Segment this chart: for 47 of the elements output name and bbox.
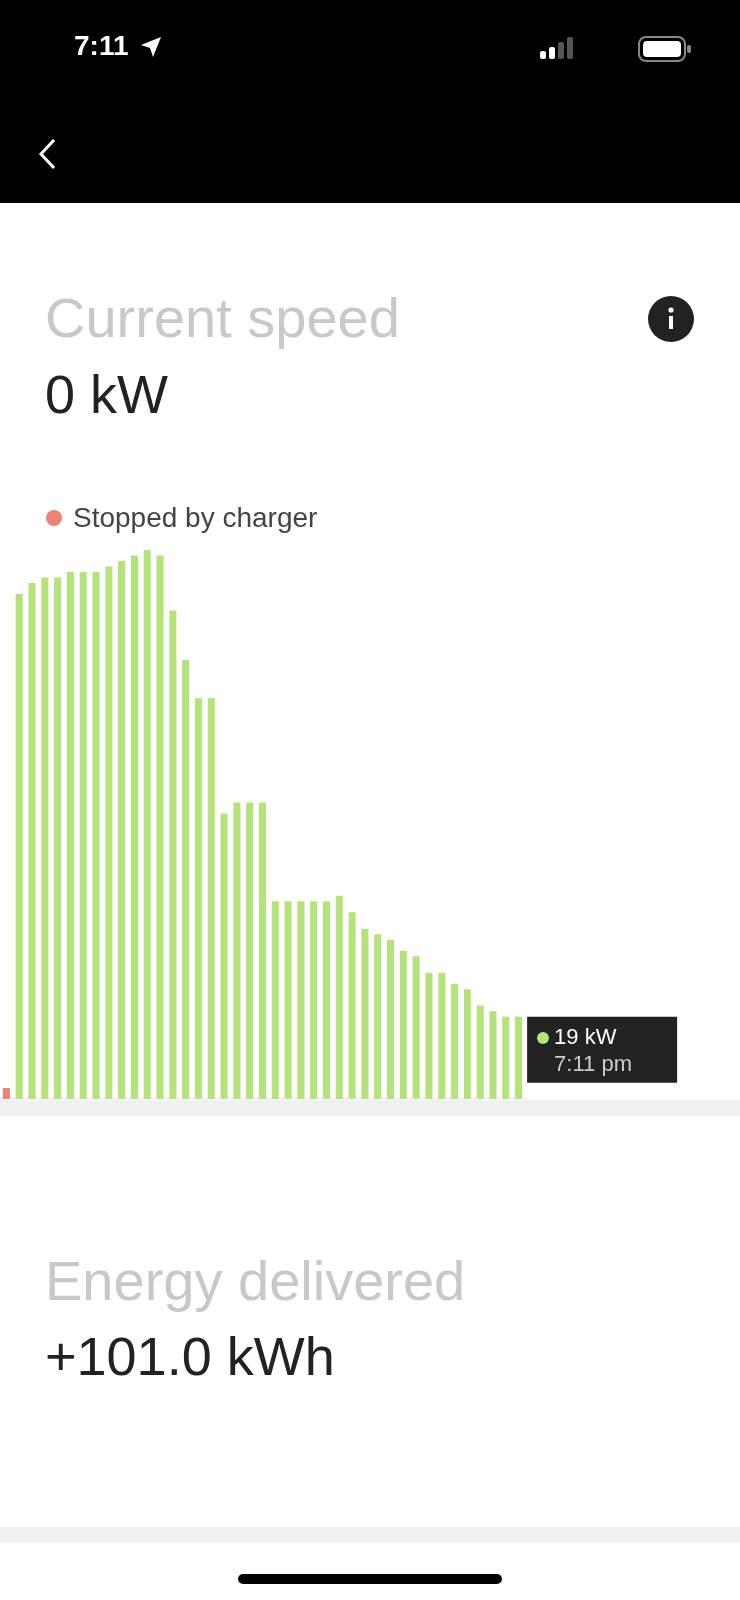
bar: [463, 989, 471, 1099]
bar: [335, 895, 343, 1099]
bar: [156, 555, 164, 1099]
bar: [118, 560, 126, 1099]
bar: [271, 901, 279, 1099]
bar: [502, 1016, 510, 1099]
text: Stopped by charger: [73, 502, 318, 534]
bar: [348, 912, 356, 1099]
text: 7:11 pm: [554, 1050, 632, 1076]
bar: [258, 802, 267, 1099]
bar: [438, 972, 446, 1099]
bar: [387, 939, 395, 1099]
text: +101.0 kWh: [45, 1325, 335, 1387]
bar: [361, 928, 369, 1099]
bar: [489, 1011, 497, 1099]
bar: [54, 577, 62, 1099]
bar: [451, 983, 459, 1099]
bar: [297, 901, 305, 1099]
bar: [79, 571, 87, 1099]
bar: [374, 934, 382, 1099]
bar: [92, 571, 100, 1099]
bar: [323, 901, 331, 1099]
bar: [28, 582, 36, 1099]
text: 19 kW: [554, 1023, 617, 1049]
bar: [143, 550, 151, 1099]
bar: [2, 1088, 10, 1099]
bar: [105, 566, 113, 1099]
bar: [130, 555, 138, 1099]
bar: [169, 610, 177, 1099]
bar: [41, 577, 49, 1099]
text: 7:11: [74, 30, 129, 62]
bar: [399, 950, 407, 1099]
bar: [233, 802, 241, 1099]
bar: [412, 956, 420, 1099]
bar: [66, 571, 74, 1099]
bar: [476, 1005, 484, 1099]
bar: [220, 813, 228, 1099]
bar: [284, 901, 292, 1099]
bar: [425, 972, 433, 1099]
chart-subtitle: 0 kW: [45, 363, 169, 425]
bar: [515, 1016, 523, 1099]
bar: [207, 698, 215, 1099]
bar: [182, 659, 190, 1099]
bar: [194, 698, 202, 1099]
bar: [15, 593, 23, 1099]
bar: [310, 901, 318, 1099]
bar: [246, 802, 254, 1099]
